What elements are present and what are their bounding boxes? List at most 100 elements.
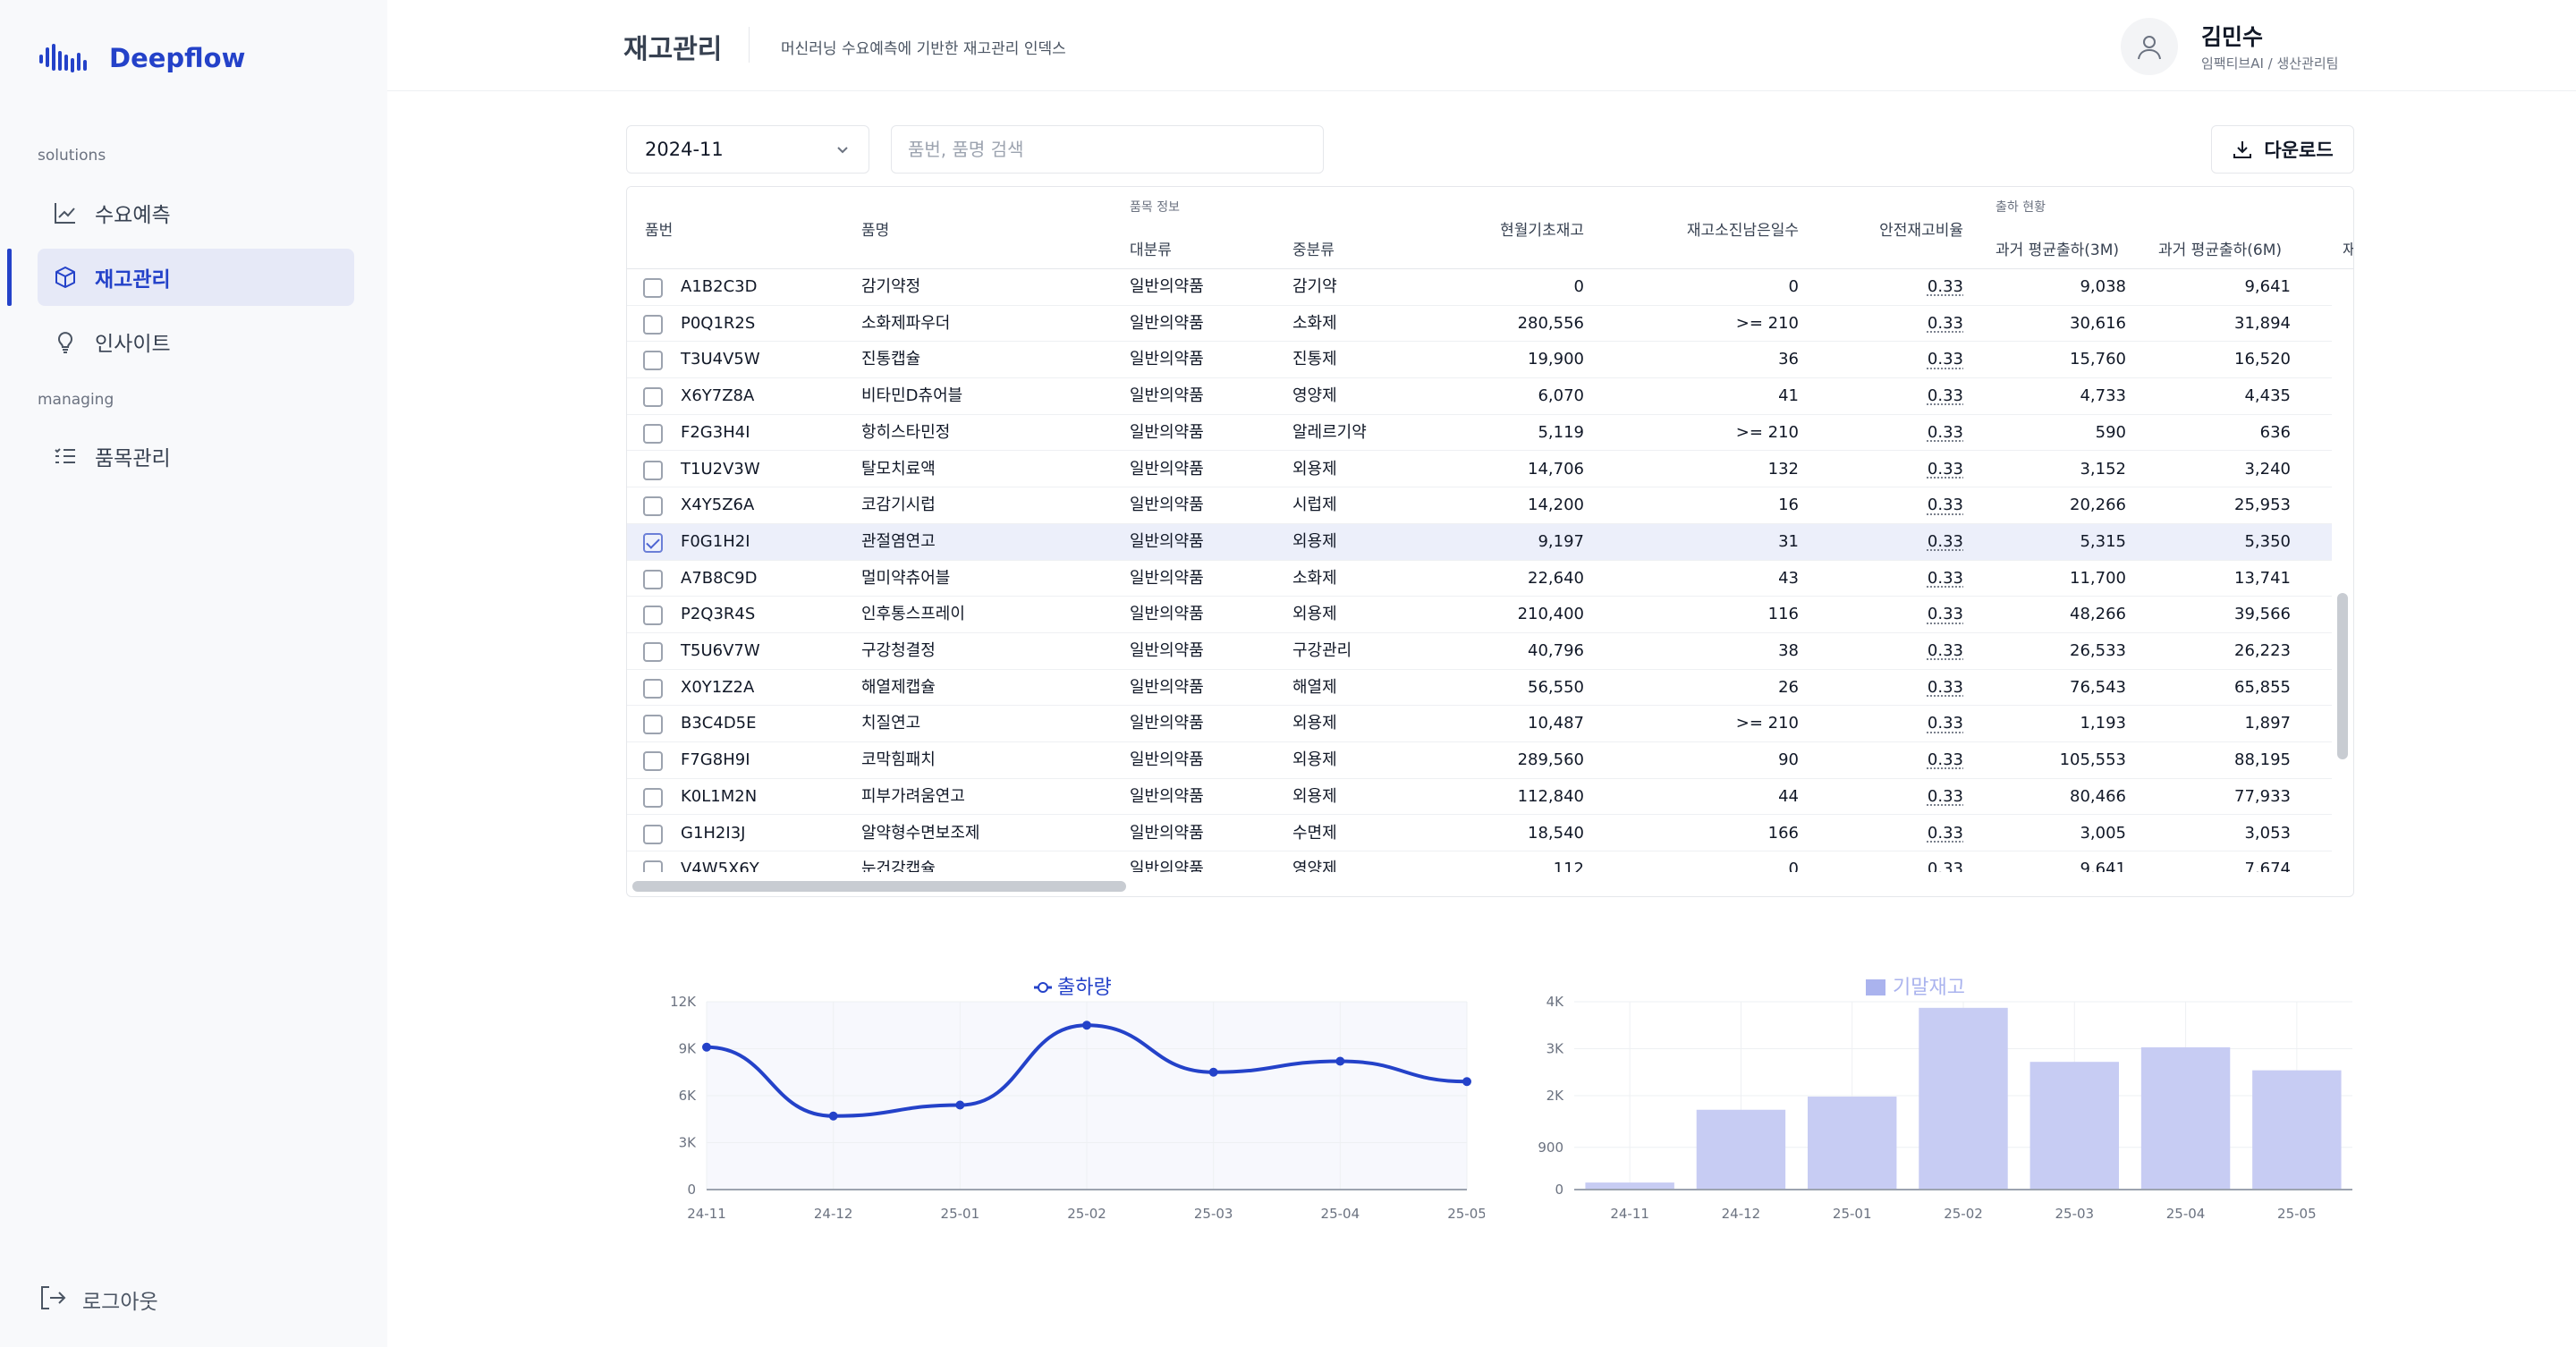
sidebar-item-inventory[interactable]: 재고관리 bbox=[38, 249, 354, 306]
cell-avg3m: 590 bbox=[2095, 422, 2126, 442]
cell-safety[interactable]: 0.33 bbox=[1927, 860, 1963, 872]
cell-safety[interactable]: 0.33 bbox=[1927, 823, 1963, 843]
user-name: 김민수 bbox=[2201, 24, 2264, 50]
cell-safety[interactable]: 0.33 bbox=[1927, 641, 1963, 660]
cell-safety[interactable]: 0.33 bbox=[1927, 605, 1963, 624]
col-name[interactable]: 품명 bbox=[861, 222, 890, 240]
data-point bbox=[1082, 1021, 1091, 1030]
row-checkbox[interactable] bbox=[643, 606, 663, 626]
row-checkbox[interactable] bbox=[643, 824, 663, 844]
row-checkbox[interactable] bbox=[643, 751, 663, 772]
table-row[interactable]: F7G8H9I 코막힘패치 일반의약품 외용제 289,560 90 0.33 105,553… bbox=[627, 742, 2332, 779]
logo[interactable]: Deepflow bbox=[38, 39, 245, 77]
cell-name: 알약형수면보조제 bbox=[861, 823, 980, 843]
cell-safety[interactable]: 0.33 bbox=[1927, 313, 1963, 333]
sidebar: Deepflow solutions 수요예측 재고관리 인사이트 managi… bbox=[0, 0, 387, 1347]
row-checkbox[interactable] bbox=[643, 569, 663, 589]
row-checkbox[interactable] bbox=[643, 387, 663, 408]
row-checkbox[interactable] bbox=[643, 460, 663, 480]
legend-label: 출하량 bbox=[1057, 977, 1112, 999]
table-row[interactable]: F2G3H4I 항히스타민정 일반의약품 알레르기약 5,119 >= 210 0.33 59… bbox=[627, 415, 2332, 452]
col-avg3m[interactable]: 과거 평균출하(3M) bbox=[1996, 241, 2119, 259]
row-checkbox[interactable] bbox=[643, 532, 663, 553]
row-checkbox[interactable] bbox=[643, 715, 663, 735]
cell-stock: 280,556 bbox=[1517, 313, 1584, 333]
col-avg6m[interactable]: 과거 평균출하(6M) bbox=[2158, 241, 2282, 259]
sidebar-item-item-management[interactable]: 품목관리 bbox=[38, 428, 354, 485]
row-checkbox[interactable] bbox=[643, 860, 663, 872]
sidebar-item-label: 수요예측 bbox=[95, 204, 171, 227]
sidebar-item-insight[interactable]: 인사이트 bbox=[38, 313, 354, 370]
cell-safety[interactable]: 0.33 bbox=[1927, 459, 1963, 479]
table-row[interactable]: X0Y1Z2A 해열제캡슐 일반의약품 해열제 56,550 26 0.33 76,543 65… bbox=[627, 670, 2332, 707]
cell-minor: 감기약 bbox=[1292, 277, 1337, 296]
table-row[interactable]: B3C4D5E 치질연고 일반의약품 외용제 10,487 >= 210 0.33 1,193… bbox=[627, 706, 2332, 743]
col-safety[interactable]: 안전재고비율 bbox=[1879, 222, 1963, 240]
table-row[interactable]: F0G1H2I 관절염연고 일반의약품 외용제 9,197 31 0.33 5,315 5,35… bbox=[627, 523, 2332, 561]
legend-swatch-icon bbox=[1866, 979, 1885, 995]
cell-safety[interactable]: 0.33 bbox=[1927, 277, 1963, 296]
month-select[interactable]: 2024-11 bbox=[626, 125, 869, 174]
row-checkbox[interactable] bbox=[643, 423, 663, 444]
table-row[interactable]: K0L1M2N 피부가려움연고 일반의약품 외용제 112,840 44 0.33 80,46… bbox=[627, 779, 2332, 816]
cell-stock: 10,487 bbox=[1528, 714, 1584, 733]
col-next[interactable]: 재 bbox=[2343, 237, 2353, 259]
table-row[interactable]: X4Y5Z6A 코감기시럽 일반의약품 시럽제 14,200 16 0.33 20,266 25… bbox=[627, 487, 2332, 524]
cell-avg6m: 7,674 bbox=[2244, 860, 2291, 872]
row-checkbox[interactable] bbox=[643, 642, 663, 662]
lightbulb-icon bbox=[52, 328, 79, 355]
horizontal-scrollbar[interactable] bbox=[632, 881, 1126, 892]
row-checkbox[interactable] bbox=[643, 678, 663, 699]
table-row[interactable]: A7B8C9D 멀미약츄어블 일반의약품 소화제 22,640 43 0.33 11,700 1… bbox=[627, 561, 2332, 597]
cell-safety[interactable]: 0.33 bbox=[1927, 677, 1963, 697]
row-checkbox[interactable] bbox=[643, 351, 663, 371]
cell-safety[interactable]: 0.33 bbox=[1927, 714, 1963, 733]
col-major[interactable]: 대분류 bbox=[1130, 241, 1172, 259]
avatar[interactable] bbox=[2121, 18, 2178, 75]
table-row[interactable]: T3U4V5W 진통캡슐 일반의약품 진통제 19,900 36 0.33 15,760 16,… bbox=[627, 342, 2332, 379]
data-point bbox=[702, 1042, 711, 1052]
table-row[interactable]: V4W5X6Y 눈건강캡슐 일반의약품 영양제 112 0 0.33 9,641 7,674 bbox=[627, 851, 2332, 872]
cell-avg6m: 88,195 bbox=[2234, 750, 2291, 770]
table-row[interactable]: G1H2I3J 알약형수면보조제 일반의약품 수면제 18,540 166 0.33 3,00… bbox=[627, 816, 2332, 852]
vertical-scrollbar[interactable] bbox=[2337, 593, 2348, 759]
cell-safety[interactable]: 0.33 bbox=[1927, 386, 1963, 406]
cell-avg3m: 48,266 bbox=[2070, 605, 2126, 624]
col-minor[interactable]: 중분류 bbox=[1292, 241, 1335, 259]
row-checkbox[interactable] bbox=[643, 787, 663, 808]
cell-safety[interactable]: 0.33 bbox=[1927, 786, 1963, 806]
cell-safety[interactable]: 0.33 bbox=[1927, 350, 1963, 369]
table-row[interactable]: A1B2C3D 감기약정 일반의약품 감기약 0 0 0.33 9,038 9,641 bbox=[627, 269, 2332, 306]
sidebar-item-demand-forecast[interactable]: 수요예측 bbox=[38, 184, 354, 241]
col-stock[interactable]: 현월기초재고 bbox=[1500, 222, 1584, 240]
cell-safety[interactable]: 0.33 bbox=[1927, 568, 1963, 588]
download-button[interactable]: 다운로드 bbox=[2211, 125, 2354, 174]
logout-button[interactable]: 로그아웃 bbox=[38, 1283, 158, 1317]
search-input[interactable] bbox=[891, 125, 1324, 174]
row-checkbox[interactable] bbox=[643, 314, 663, 335]
table-row[interactable]: P2Q3R4S 인후통스프레이 일반의약품 외용제 210,400 116 0.33 48,2… bbox=[627, 597, 2332, 633]
cell-days: 116 bbox=[1767, 605, 1799, 624]
table-row[interactable]: X6Y7Z8A 비타민D츄어블 일반의약품 영양제 6,070 41 0.33 4,733 4,… bbox=[627, 378, 2332, 415]
x-tick-label: 25-02 bbox=[1067, 1206, 1106, 1222]
cell-safety[interactable]: 0.33 bbox=[1927, 422, 1963, 442]
cell-avg3m: 15,760 bbox=[2070, 350, 2126, 369]
cell-stock: 40,796 bbox=[1528, 641, 1584, 660]
col-days[interactable]: 재고소진남은일수 bbox=[1686, 222, 1799, 240]
row-checkbox[interactable] bbox=[643, 278, 663, 298]
cell-safety[interactable]: 0.33 bbox=[1927, 531, 1963, 551]
cell-avg3m: 11,700 bbox=[2070, 568, 2126, 588]
row-checkbox[interactable] bbox=[643, 496, 663, 517]
cell-code: X6Y7Z8A bbox=[681, 386, 755, 406]
table-row[interactable]: T5U6V7W 구강청결정 일반의약품 구강관리 40,796 38 0.33 26,533 2… bbox=[627, 633, 2332, 670]
cell-safety[interactable]: 0.33 bbox=[1927, 496, 1963, 515]
cell-code: V4W5X6Y bbox=[681, 860, 759, 872]
table-row[interactable]: P0Q1R2S 소화제파우더 일반의약품 소화제 280,556 >= 210 0.33 30… bbox=[627, 306, 2332, 343]
cell-code: T1U2V3W bbox=[681, 459, 760, 479]
table-row[interactable]: T1U2V3W 탈모치료액 일반의약품 외용제 14,706 132 0.33 3,152 3,… bbox=[627, 452, 2332, 488]
cell-minor: 외용제 bbox=[1292, 605, 1337, 624]
col-code[interactable]: 품번 bbox=[645, 222, 674, 240]
cell-safety[interactable]: 0.33 bbox=[1927, 750, 1963, 770]
cell-major: 일반의약품 bbox=[1130, 422, 1204, 442]
cell-code: P0Q1R2S bbox=[681, 313, 756, 333]
